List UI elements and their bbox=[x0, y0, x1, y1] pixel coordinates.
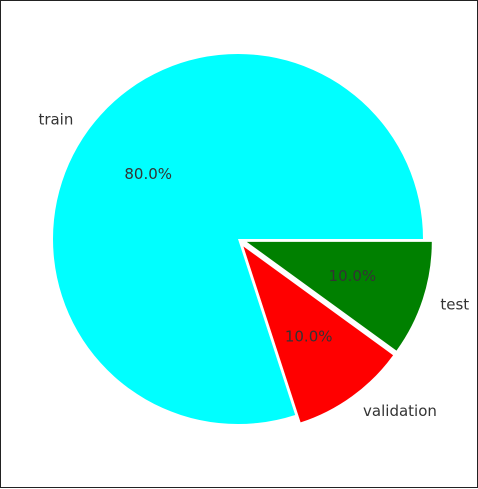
pct-label-validation: 10.0% bbox=[285, 327, 333, 345]
pct-label-test: 10.0% bbox=[329, 267, 377, 285]
slice-label-validation: validation bbox=[363, 402, 437, 420]
pct-label-train: 80.0% bbox=[124, 165, 172, 183]
slice-label-train: train bbox=[38, 110, 73, 128]
pie-slice-test bbox=[246, 241, 432, 351]
pie-slice-train bbox=[53, 54, 423, 424]
pie-slice-validation bbox=[243, 246, 394, 423]
slice-label-test: test bbox=[440, 296, 469, 314]
